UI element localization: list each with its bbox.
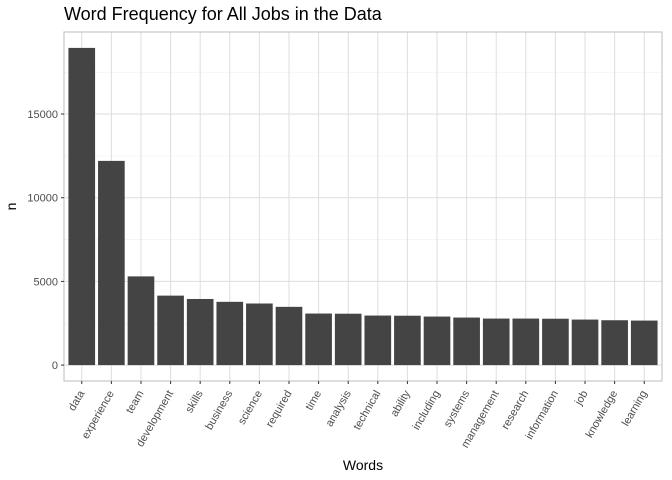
bar-development xyxy=(157,295,184,366)
y-tick-label: 10000 xyxy=(27,193,58,205)
x-axis-title: Words xyxy=(343,457,383,473)
bar-skills xyxy=(186,298,214,366)
x-tick-label-analysis: analysis xyxy=(324,388,355,429)
x-tick-label-learning: learning xyxy=(620,389,650,429)
bar-learning xyxy=(630,320,658,366)
x-tick-label-systems: systems xyxy=(442,388,473,429)
y-axis: 0 5000 10000 15000 xyxy=(27,109,64,372)
bar-science xyxy=(246,303,273,366)
bar-research xyxy=(512,318,540,366)
bars xyxy=(68,47,658,366)
x-tick-label-team: team xyxy=(124,389,147,416)
x-tick-label-skills: skills xyxy=(183,388,206,415)
x-tick-label-business: business xyxy=(203,388,235,432)
panel-border xyxy=(63,31,663,382)
y-tick-label: 15000 xyxy=(27,109,58,121)
bar-team xyxy=(127,276,155,366)
x-tick-label-required: required xyxy=(264,389,295,430)
bar-technical xyxy=(364,315,392,366)
x-tick-label-technical: technical xyxy=(351,389,383,433)
bar-required xyxy=(275,306,303,366)
x-tick-label-job: job xyxy=(572,389,590,409)
bar-job xyxy=(571,319,599,366)
bar-analysis xyxy=(334,313,362,366)
y-tick-label: 5000 xyxy=(34,276,58,288)
bar-information xyxy=(542,318,569,366)
bar-systems xyxy=(453,317,480,366)
bar-business xyxy=(216,301,244,366)
bar-knowledge xyxy=(601,320,628,366)
bar-ability xyxy=(394,315,421,366)
y-axis-title: n xyxy=(3,203,19,211)
x-tick-label-data: data xyxy=(66,388,88,413)
chart-title: Word Frequency for All Jobs in the Data xyxy=(64,4,382,24)
x-tick-label-including: including xyxy=(411,389,443,433)
bar-including xyxy=(423,316,451,366)
bar-data xyxy=(68,47,96,366)
bar-experience xyxy=(98,160,125,366)
x-tick-label-time: time xyxy=(303,389,324,413)
x-tick-label-research: research xyxy=(500,389,532,432)
bar-time xyxy=(305,313,332,366)
x-tick-label-ability: ability xyxy=(389,388,414,419)
x-tick-label-science: science xyxy=(236,389,265,427)
bar-management xyxy=(482,318,510,366)
y-tick-label: 0 xyxy=(52,360,58,372)
